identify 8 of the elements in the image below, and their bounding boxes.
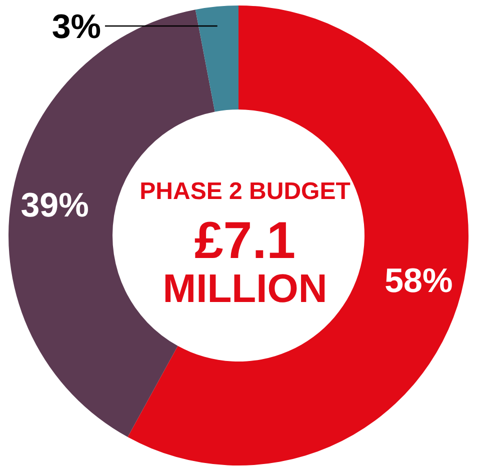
text: MILLION xyxy=(162,267,328,311)
text: £7.1 xyxy=(194,212,296,270)
data-label: 39% xyxy=(20,186,89,224)
data-label: 3% xyxy=(52,8,101,46)
donut-slice xyxy=(128,6,468,466)
data-label: 58% xyxy=(384,262,453,300)
donut-slice xyxy=(195,6,238,112)
text: PHASE 2 BUDGET xyxy=(140,178,351,205)
